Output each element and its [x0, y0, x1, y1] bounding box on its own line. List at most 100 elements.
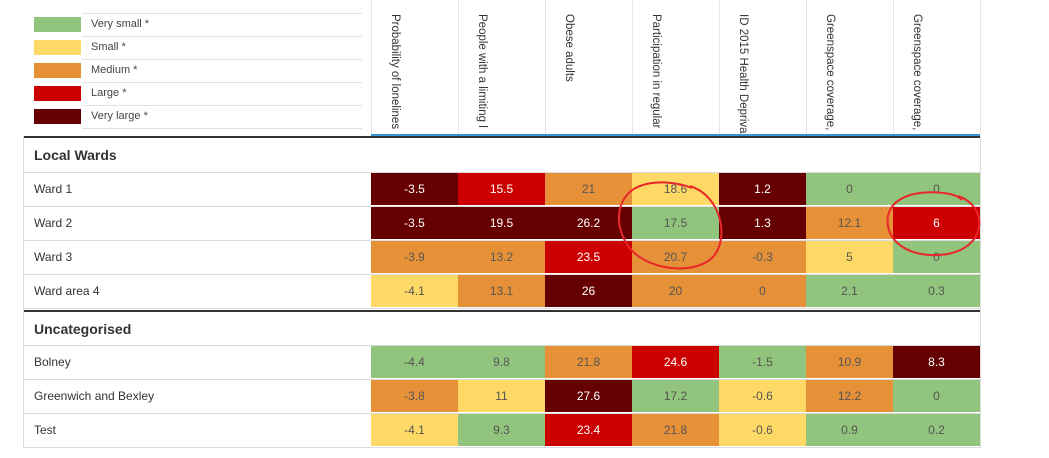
section-top-rule [23, 136, 980, 138]
table-cell[interactable]: 1.2 [719, 173, 806, 205]
table-cell[interactable]: 21.8 [545, 346, 632, 378]
row-divider [23, 447, 980, 448]
legend-divider [82, 82, 362, 83]
column-divider [545, 0, 546, 135]
table-cell[interactable]: -0.6 [719, 414, 806, 446]
table-cell[interactable]: 23.5 [545, 241, 632, 273]
section-bottom-rule [23, 345, 980, 346]
column-divider [458, 0, 459, 135]
column-header[interactable]: Greenspace coverage, [911, 14, 923, 131]
table-cell[interactable]: 20 [632, 275, 719, 307]
column-header[interactable]: Participation in regular [650, 14, 662, 129]
table-cell[interactable]: -1.5 [719, 346, 806, 378]
row-label[interactable]: Ward area 4 [34, 284, 100, 298]
column-divider [371, 0, 372, 135]
table-cell[interactable]: 8.3 [893, 346, 980, 378]
legend-label: Very large * [91, 110, 148, 122]
table-cell[interactable]: 26 [545, 275, 632, 307]
row-label[interactable]: Ward 1 [34, 182, 73, 196]
table-cell[interactable]: 1.3 [719, 207, 806, 239]
table-cell[interactable]: -4.4 [371, 346, 458, 378]
table-cell[interactable]: 0.9 [806, 414, 893, 446]
table-cell[interactable]: -0.3 [719, 241, 806, 273]
column-header[interactable]: Greenspace coverage, [824, 14, 836, 131]
column-divider [719, 0, 720, 135]
row-divider [23, 240, 980, 241]
table-cell[interactable]: 0 [893, 380, 980, 412]
table-cell[interactable]: 12.2 [806, 380, 893, 412]
row-divider [23, 379, 980, 380]
table-border-left [23, 136, 24, 448]
table-cell[interactable]: 0 [719, 275, 806, 307]
table-cell[interactable]: -4.1 [371, 414, 458, 446]
row-label[interactable]: Test [34, 423, 57, 437]
legend-divider [82, 128, 362, 129]
section-bottom-rule [23, 172, 980, 173]
table-cell[interactable]: -3.8 [371, 380, 458, 412]
legend-label: Small * [91, 41, 126, 53]
legend-divider [82, 59, 362, 60]
column-divider [893, 0, 894, 135]
table-cell[interactable]: 18.6 [632, 173, 719, 205]
table-border-right [980, 136, 981, 448]
legend-divider [82, 13, 362, 14]
annotation-circle-participation [618, 181, 723, 270]
table-cell[interactable]: 0 [806, 173, 893, 205]
row-divider [23, 413, 980, 414]
row-label[interactable]: Greenwich and Bexley [34, 389, 155, 403]
annotation-circle-greenspace [886, 191, 981, 257]
table-cell[interactable]: 15.5 [458, 173, 545, 205]
table-cell[interactable]: -3.5 [371, 173, 458, 205]
legend-swatch [34, 109, 81, 124]
table-cell[interactable]: 17.5 [632, 207, 719, 239]
column-header[interactable]: Obese adults [563, 14, 575, 82]
column-divider [806, 0, 807, 135]
legend-label: Large * [91, 87, 127, 99]
table-cell[interactable]: 27.6 [545, 380, 632, 412]
table-cell[interactable]: 11 [458, 380, 545, 412]
table-cell[interactable]: 12.1 [806, 207, 893, 239]
legend-swatch [34, 40, 81, 55]
table-cell[interactable]: -3.5 [371, 207, 458, 239]
column-divider [980, 0, 981, 135]
table-cell[interactable]: 13.1 [458, 275, 545, 307]
table-cell[interactable]: 2.1 [806, 275, 893, 307]
table-cell[interactable]: 6 [893, 207, 980, 239]
legend-swatch [34, 17, 81, 32]
table-cell[interactable]: 17.2 [632, 380, 719, 412]
legend-label: Very small * [91, 18, 150, 30]
table-cell[interactable]: -0.6 [719, 380, 806, 412]
column-header[interactable]: Probability of lonelines [389, 14, 401, 130]
table-cell[interactable]: 0.2 [893, 414, 980, 446]
table-cell[interactable]: 10.9 [806, 346, 893, 378]
section-title: Uncategorised [34, 321, 132, 337]
table-cell[interactable]: 9.3 [458, 414, 545, 446]
row-label[interactable]: Ward 3 [34, 250, 73, 264]
legend-swatch [34, 63, 81, 78]
section-top-rule [23, 310, 980, 312]
table-cell[interactable]: 9.8 [458, 346, 545, 378]
table-cell[interactable]: 0.3 [893, 275, 980, 307]
table-cell[interactable]: 21 [545, 173, 632, 205]
table-cell[interactable]: 19.5 [458, 207, 545, 239]
row-label[interactable]: Bolney [34, 355, 71, 369]
table-cell[interactable]: 23.4 [545, 414, 632, 446]
row-divider [23, 206, 980, 207]
row-label[interactable]: Ward 2 [34, 216, 73, 230]
table-cell[interactable]: 5 [806, 241, 893, 273]
legend-label: Medium * [91, 64, 138, 76]
row-divider [23, 274, 980, 275]
table-cell[interactable]: 24.6 [632, 346, 719, 378]
table-cell[interactable]: 13.2 [458, 241, 545, 273]
table-cell[interactable]: -3.9 [371, 241, 458, 273]
table-cell[interactable]: 26.2 [545, 207, 632, 239]
row-divider [23, 308, 980, 309]
table-cell[interactable]: 21.8 [632, 414, 719, 446]
column-header[interactable]: ID 2015 Health Depriva [737, 14, 749, 134]
column-header[interactable]: People with a limiting l [476, 14, 488, 128]
header-underline [371, 134, 980, 136]
table-cell[interactable]: -4.1 [371, 275, 458, 307]
legend-divider [82, 105, 362, 106]
